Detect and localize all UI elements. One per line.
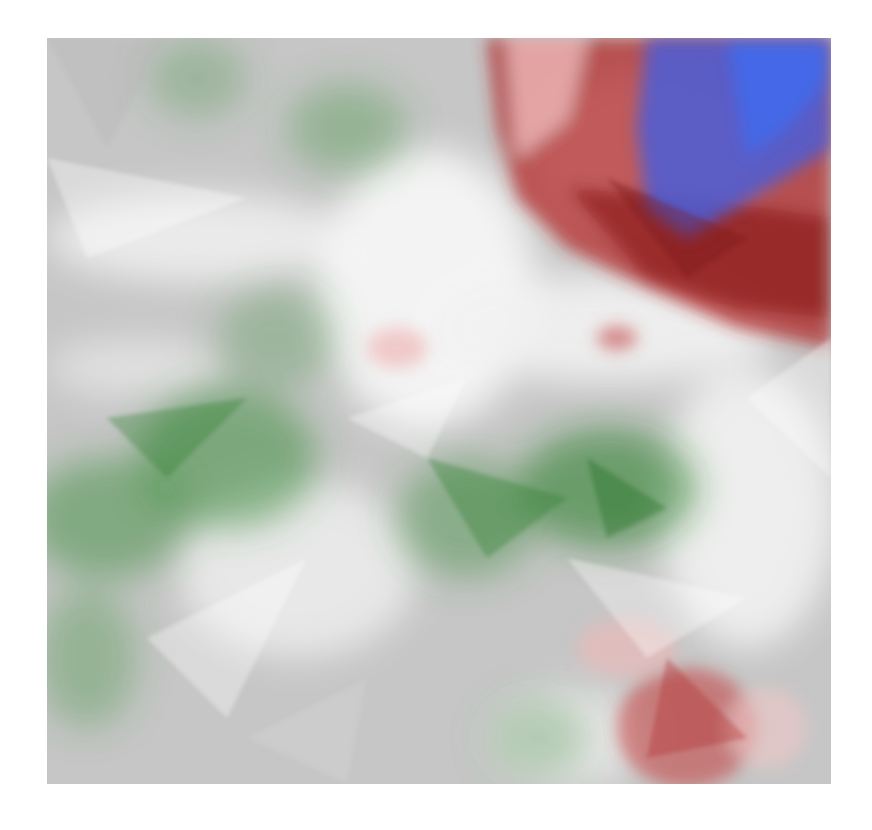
blue-region — [637, 38, 831, 238]
shard-texture — [47, 38, 831, 784]
abstract-color-field — [47, 38, 831, 784]
green-regions — [47, 38, 697, 778]
